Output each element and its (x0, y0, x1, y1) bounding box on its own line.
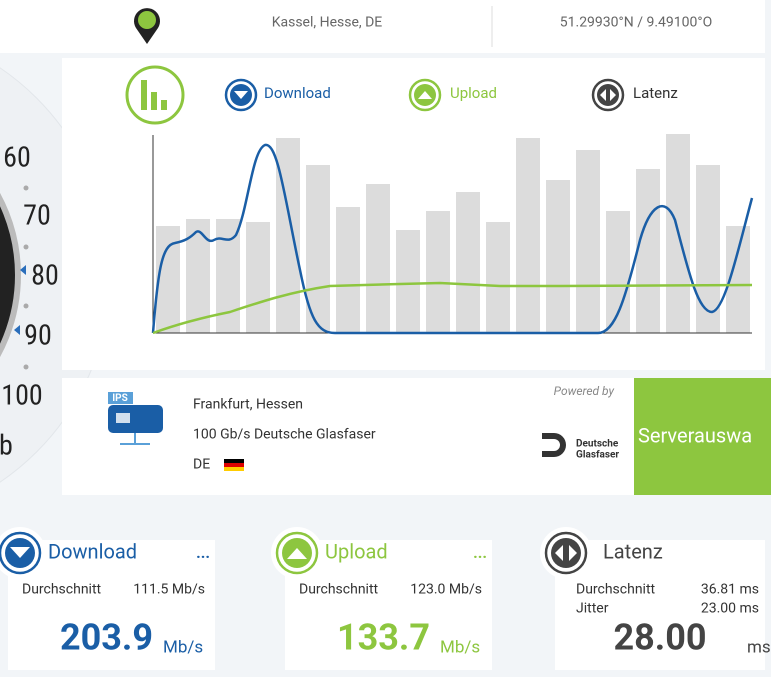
gauge-tick: 100 (1, 378, 42, 411)
legend-label: Download (264, 84, 331, 102)
result-unit: Mb/s (440, 637, 480, 657)
server-icon: IPS (108, 392, 163, 445)
ips-badge: IPS (112, 393, 128, 404)
card-title: Latenz (603, 539, 663, 563)
more[interactable]: ... (473, 543, 487, 562)
flag (224, 459, 244, 471)
more[interactable]: ... (196, 543, 210, 562)
provider-logo: Deutsche Glasfaser (542, 433, 619, 461)
gauge-tick: 70 (23, 198, 51, 231)
average: 123.0 Mb/s (410, 582, 482, 598)
legend-label: Upload (450, 84, 497, 102)
chart-bars (156, 134, 750, 333)
jitter: 23.00 ms (701, 601, 759, 617)
card-title: Download (48, 539, 137, 563)
download-card: Download ... Durchschnitt 111.5 Mb/s 203… (0, 527, 215, 670)
latency-card: Latenz Durchschnitt 36.81 ms Jitter 23.0… (540, 527, 771, 670)
upload-card: Upload ... Durchschnitt 123.0 Mb/s 133.7… (271, 527, 492, 670)
legend-download[interactable]: Download (224, 78, 331, 112)
result-value: 203.9 (60, 617, 153, 659)
location: Kassel, Hesse, DE (272, 15, 383, 31)
upload-line (152, 281, 753, 335)
gauge-tick: 60 (3, 140, 31, 173)
average-label: Durchschnitt (576, 582, 656, 598)
result-value: 133.7 (337, 617, 430, 659)
average: 111.5 Mb/s (133, 582, 205, 598)
legend-upload[interactable]: Upload (408, 78, 497, 112)
coordinates: 51.29930°N / 9.49100°O (560, 15, 712, 31)
jitter-label: Jitter (576, 601, 609, 617)
gauge-unit: b (0, 428, 13, 461)
server-city: Frankfurt, Hessen (193, 397, 303, 413)
card-title: Upload (325, 539, 388, 563)
powered-by: Powered by (554, 384, 615, 398)
result-unit: Mb/s (163, 637, 203, 657)
gauge-tick: 80 (31, 258, 59, 291)
result-value: 28.00 (613, 617, 706, 659)
button-label: Serverauswa (638, 423, 752, 447)
chart-icon (125, 65, 185, 125)
gauge-tick: 90 (24, 318, 52, 351)
average: 36.81 ms (701, 582, 759, 598)
server-select-button[interactable]: Serverauswa (634, 378, 771, 495)
server-country: DE (193, 457, 210, 473)
location-pin (134, 8, 160, 44)
average-label: Durchschnitt (22, 582, 102, 598)
legend-label: Latenz (633, 84, 678, 102)
download-line (151, 143, 754, 335)
result-unit: ms (747, 637, 771, 657)
logo-text: Glasfaser (576, 450, 619, 461)
legend-latency[interactable]: Latenz (591, 78, 678, 112)
header-bar (0, 0, 765, 53)
logo-text: Deutsche (576, 439, 619, 450)
server-provider: 100 Gb/s Deutsche Glasfaser (193, 427, 376, 443)
average-label: Durchschnitt (299, 582, 379, 598)
